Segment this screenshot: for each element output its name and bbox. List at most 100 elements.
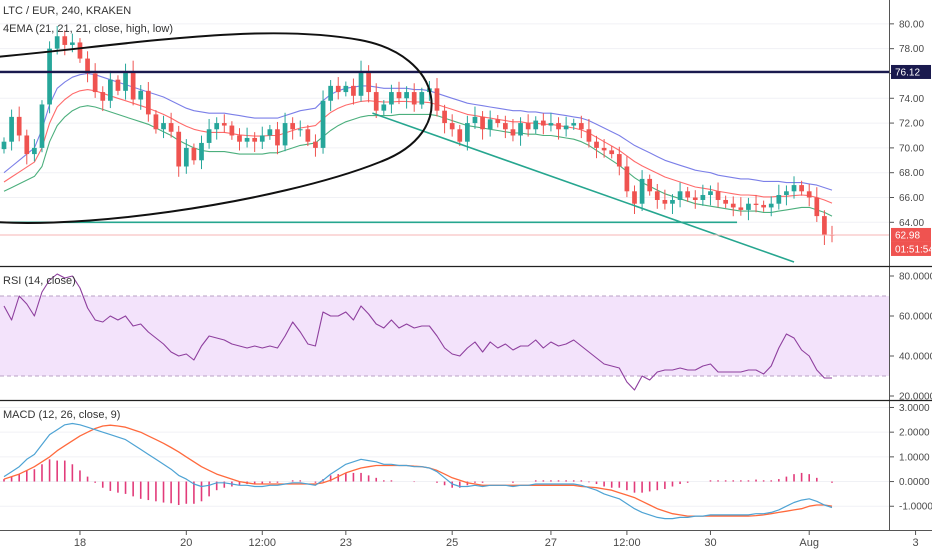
candle — [799, 180, 804, 196]
candle-body — [411, 92, 417, 105]
macd-tick-label: 0.0000 — [899, 477, 930, 488]
candle — [39, 100, 45, 153]
candle — [373, 83, 379, 118]
candle — [434, 78, 440, 117]
candle — [115, 75, 121, 96]
rsi-band — [0, 296, 889, 376]
candle — [677, 182, 683, 208]
candle-body — [487, 119, 493, 130]
candle-body — [335, 85, 341, 93]
candle — [822, 210, 827, 246]
candle-body — [366, 70, 371, 93]
candle-body — [465, 123, 470, 142]
candle-body — [115, 79, 121, 91]
ellipse-drawing — [0, 32, 433, 224]
candle-body — [556, 123, 561, 130]
ema-high-line — [3, 72, 833, 191]
candle-body — [221, 123, 227, 126]
price-tick-label: 64.00 — [899, 218, 924, 229]
candle-body — [708, 191, 713, 196]
candle-body — [252, 137, 258, 142]
candle-body — [237, 135, 242, 142]
candle-body — [753, 203, 759, 205]
candle-body — [229, 125, 235, 136]
candle — [343, 81, 349, 97]
candle — [1, 137, 7, 154]
candle — [457, 124, 463, 147]
candle-body — [472, 116, 478, 124]
candle-body — [799, 185, 804, 192]
candle-body — [601, 147, 607, 151]
candle-body — [692, 197, 698, 200]
candle — [465, 115, 470, 151]
candle-body — [305, 129, 311, 142]
candle — [563, 116, 569, 137]
candle-body — [343, 85, 349, 93]
candle — [533, 116, 539, 134]
candle — [647, 174, 653, 196]
candle — [670, 194, 675, 214]
ema-legend: 4EMA (21, 21, 21, close, high, low) — [3, 23, 173, 35]
candle-body — [700, 195, 706, 200]
candle-body — [578, 123, 584, 130]
candle-body — [153, 114, 159, 130]
candle-body — [282, 123, 288, 146]
candle — [358, 60, 364, 102]
candle-body — [609, 150, 615, 155]
candle — [768, 196, 774, 217]
candle — [654, 183, 660, 209]
candle-body — [100, 92, 106, 101]
candle-body — [457, 129, 463, 142]
candle-body — [548, 123, 554, 126]
candle — [77, 38, 83, 63]
price-tick-label: 74.00 — [899, 94, 924, 105]
candle — [328, 80, 333, 112]
candle-body — [199, 142, 204, 161]
candle — [92, 63, 98, 98]
rsi-tick-label: 40.0000 — [899, 352, 932, 363]
candle — [214, 117, 220, 140]
x-tick-label: Aug — [799, 537, 819, 549]
candle-body — [85, 58, 90, 74]
countdown-badge-bg — [891, 241, 931, 256]
candle — [153, 110, 159, 134]
candle-body — [373, 92, 379, 111]
candle — [62, 30, 68, 56]
rsi-line — [3, 273, 832, 391]
candle-body — [267, 129, 273, 136]
ema-low-line — [3, 105, 833, 217]
candle-body — [784, 191, 789, 196]
candle — [761, 200, 766, 212]
candle-body — [768, 203, 774, 208]
candle-body — [168, 123, 174, 132]
macd-signal-line — [3, 424, 833, 517]
candle — [290, 117, 296, 140]
candle — [571, 118, 577, 130]
price-tick-label: 80.00 — [899, 19, 924, 30]
macd-tick-label: -1.0000 — [899, 502, 932, 513]
candle — [723, 195, 729, 209]
price-tick-label: 66.00 — [899, 193, 924, 204]
last-price-badge-text: 62.98 — [895, 230, 920, 241]
candle-body — [806, 191, 812, 198]
candle-body — [176, 131, 182, 167]
candle — [252, 132, 258, 152]
candle — [161, 115, 166, 139]
candle-body — [161, 123, 166, 130]
candle-body — [77, 42, 83, 59]
resistance-badge-text: 76.12 — [895, 67, 920, 78]
candle — [791, 176, 797, 199]
candle-body — [639, 178, 645, 204]
candle — [305, 124, 311, 147]
candle-body — [738, 207, 744, 210]
candle-body — [206, 129, 212, 143]
candle-body — [571, 123, 577, 126]
candle-body — [495, 119, 501, 124]
candle-body — [54, 36, 60, 49]
candle — [487, 110, 493, 137]
candle — [206, 118, 212, 149]
candle — [594, 135, 599, 159]
candle-body — [776, 195, 782, 204]
candle-body — [419, 92, 425, 105]
